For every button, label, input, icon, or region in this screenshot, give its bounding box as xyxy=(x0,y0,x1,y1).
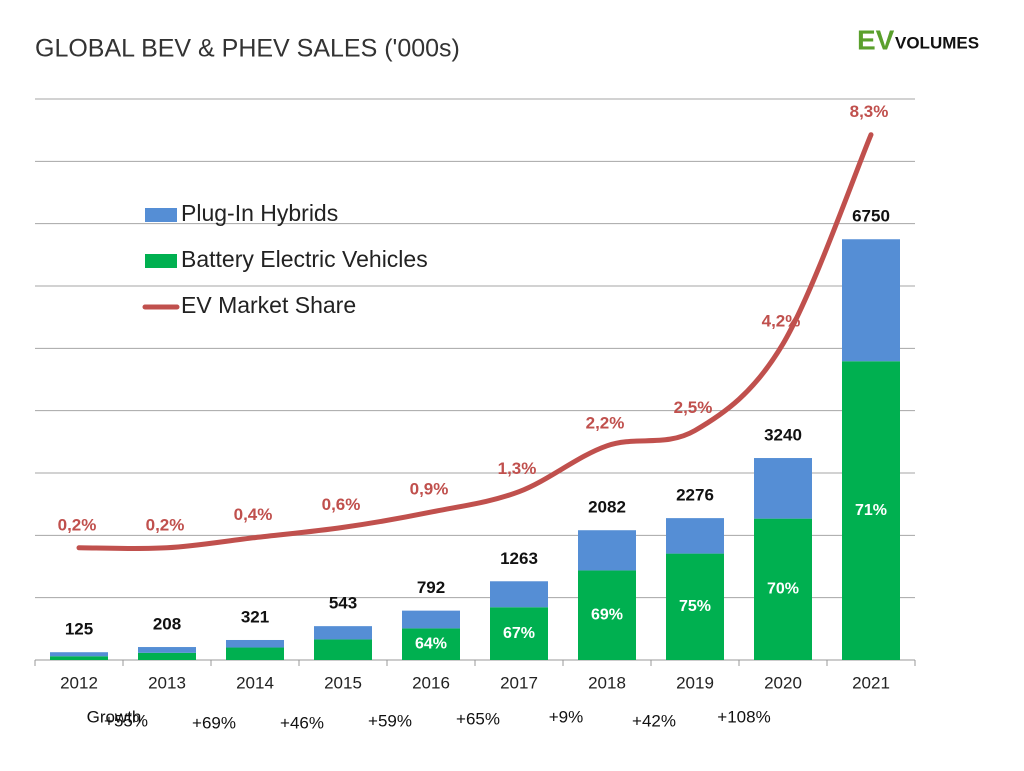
x-tick-label: 2012 xyxy=(60,673,98,692)
x-tick-label: 2019 xyxy=(676,673,714,692)
bar-segment xyxy=(666,518,724,554)
market-share-label: 0,2% xyxy=(146,515,185,534)
total-label: 2276 xyxy=(676,486,714,505)
bar-segment xyxy=(314,639,372,660)
bar-segment xyxy=(754,518,812,660)
bev-share-label: 70% xyxy=(767,581,799,598)
total-label: 6750 xyxy=(852,207,890,226)
growth-value: +55% xyxy=(104,711,148,730)
market-share-label: 0,2% xyxy=(58,515,97,534)
x-tick-label: 2015 xyxy=(324,673,362,692)
bev-share-label: 71% xyxy=(855,502,887,519)
bar-segment xyxy=(50,652,108,657)
bar-segment xyxy=(50,656,108,660)
legend-label: EV Market Share xyxy=(181,292,356,318)
market-share-label: 1,3% xyxy=(498,459,537,478)
growth-label: Growth xyxy=(87,707,142,726)
market-share-label: 0,9% xyxy=(410,480,449,499)
total-label: 321 xyxy=(241,607,269,626)
market-share-label: 8,3% xyxy=(850,102,889,121)
growth-value: +108% xyxy=(717,707,770,726)
total-label: 543 xyxy=(329,594,357,613)
x-tick-label: 2020 xyxy=(764,673,802,692)
bar-segment xyxy=(226,639,284,648)
bar-segment xyxy=(578,570,636,660)
x-tick-label: 2016 xyxy=(412,673,450,692)
bar-segment xyxy=(842,361,900,660)
growth-value: +65% xyxy=(456,709,500,728)
x-tick-label: 2017 xyxy=(500,673,538,692)
growth-value: +42% xyxy=(632,711,676,730)
total-label: 1263 xyxy=(500,549,538,568)
bev-share-label: 64% xyxy=(415,635,447,652)
bar-segment xyxy=(138,652,196,660)
logo-ev: EV xyxy=(857,24,895,55)
market-share-label: 4,2% xyxy=(762,311,801,330)
bar-segment xyxy=(666,553,724,660)
bev-share-label: 75% xyxy=(679,598,711,615)
total-label: 3240 xyxy=(764,426,802,445)
x-tick-label: 2018 xyxy=(588,673,626,692)
bar-segment xyxy=(754,458,812,519)
bar-segment xyxy=(138,647,196,653)
legend-label: Plug-In Hybrids xyxy=(181,200,338,226)
total-label: 208 xyxy=(153,615,181,634)
market-share-label: 0,4% xyxy=(234,505,273,524)
growth-value: +9% xyxy=(549,707,584,726)
legend-swatch xyxy=(145,208,177,222)
growth-value: +46% xyxy=(280,713,324,732)
bar-segment xyxy=(842,239,900,362)
legend-swatch xyxy=(145,254,177,268)
x-tick-label: 2021 xyxy=(852,673,890,692)
legend-label: Battery Electric Vehicles xyxy=(181,246,428,272)
x-tick-label: 2013 xyxy=(148,673,186,692)
market-share-label: 0,6% xyxy=(322,495,361,514)
x-tick-label: 2014 xyxy=(236,673,274,692)
chart-title: GLOBAL BEV & PHEV SALES ('000s) xyxy=(35,35,460,63)
bar-segment xyxy=(314,626,372,640)
bar-segment xyxy=(226,647,284,660)
market-share-label: 2,2% xyxy=(586,413,625,432)
growth-value: +59% xyxy=(368,711,412,730)
bar-segment xyxy=(490,581,548,608)
growth-value: +69% xyxy=(192,713,236,732)
bar-segment xyxy=(490,607,548,660)
market-share-line xyxy=(76,132,874,552)
market-share-label: 2,5% xyxy=(674,398,713,417)
bev-share-label: 69% xyxy=(591,606,623,623)
bar-segment xyxy=(402,628,460,660)
total-label: 125 xyxy=(65,620,93,639)
bev-share-label: 67% xyxy=(503,625,535,642)
total-label: 792 xyxy=(417,578,445,597)
bar-segment xyxy=(578,530,636,571)
bar-segment xyxy=(402,610,460,629)
logo-volumes: VOLUMES xyxy=(895,33,979,52)
total-label: 2082 xyxy=(588,498,626,517)
